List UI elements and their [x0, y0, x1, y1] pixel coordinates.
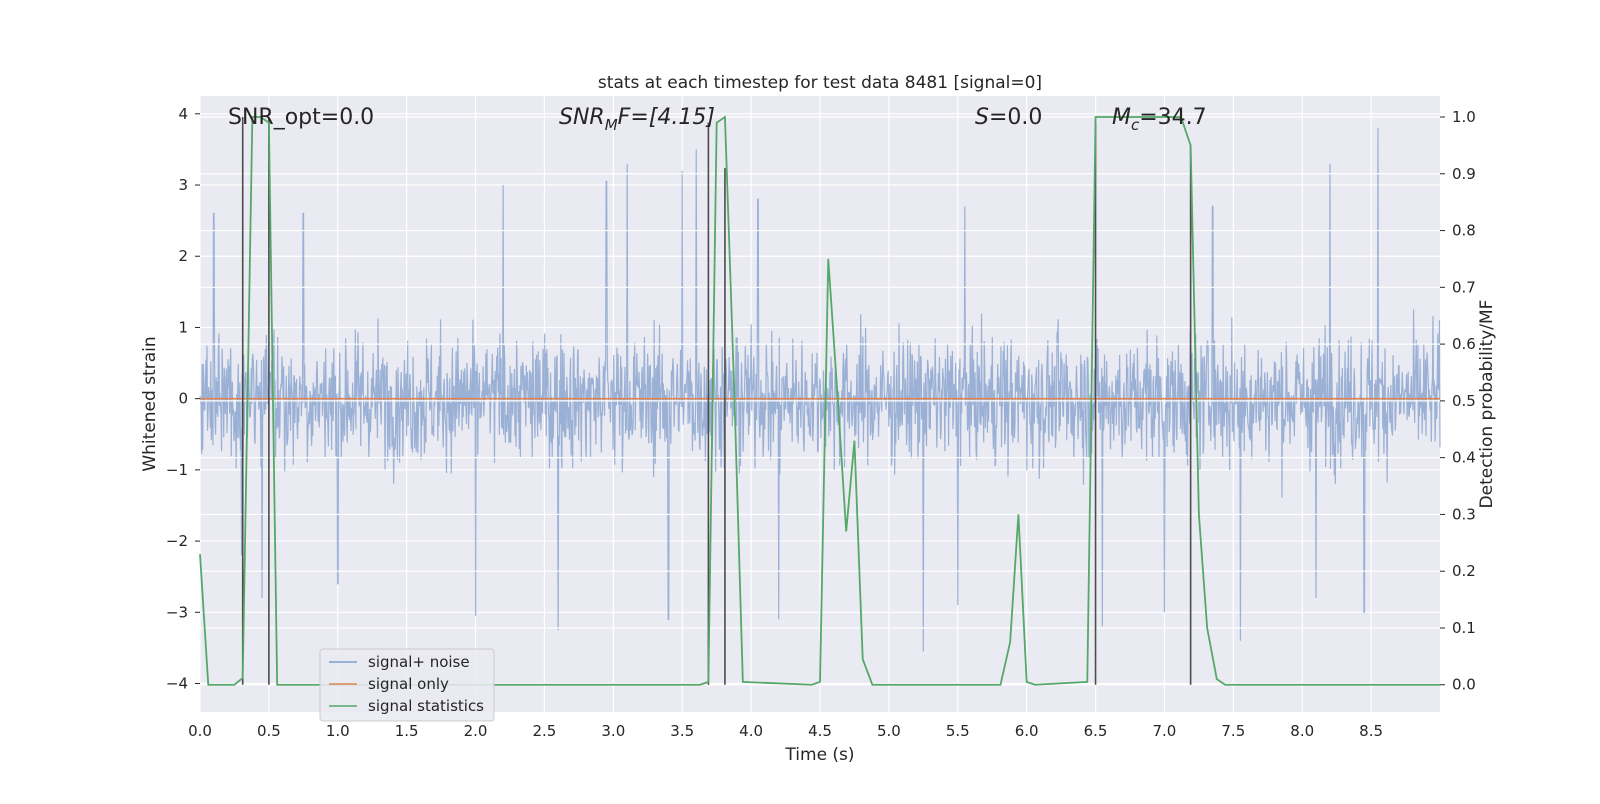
axes-layer: 0.0 0.5 1.0 1.5 2.0 2.5 3.0 3.5 4.0 4.5 5.0 5.5 6.0 6… [166, 105, 1476, 740]
y-tick-label-left: 2 [178, 247, 188, 265]
x-tick-label: 4.0 [739, 722, 763, 740]
y-tick-label-right: 0.5 [1452, 392, 1476, 410]
y-tick-label-right: 0.6 [1452, 335, 1476, 353]
x-tick-label: 4.5 [808, 722, 832, 740]
x-tick-label: 0.5 [257, 722, 281, 740]
x-tick-label: 8.0 [1290, 722, 1314, 740]
y-tick-label-right: 0.2 [1452, 562, 1476, 580]
legend-label-signal-statistics: signal statistics [368, 697, 484, 715]
legend-label-signal-noise: signal+ noise [368, 653, 470, 671]
y-tick-label-right: 0.0 [1452, 676, 1476, 694]
x-tick-label: 2.5 [533, 722, 557, 740]
x-tick-label: 2.0 [464, 722, 488, 740]
x-tick-label: 6.0 [1015, 722, 1039, 740]
y-tick-label-left: 4 [178, 105, 188, 123]
y-tick-label-right: 0.8 [1452, 222, 1476, 240]
x-tick-label: 5.0 [877, 722, 901, 740]
y-tick-label-left: −1 [166, 461, 188, 479]
chart-title: stats at each timestep for test data 848… [598, 73, 1042, 93]
y-tick-label-right: 0.3 [1452, 505, 1476, 523]
signal-noise-series [199, 128, 1441, 652]
y-tick-label-right: 0.9 [1452, 165, 1476, 183]
x-tick-label: 8.5 [1359, 722, 1383, 740]
y-tick-label-right: 1.0 [1452, 108, 1476, 126]
x-tick-label: 3.5 [670, 722, 694, 740]
x-tick-label: 3.0 [601, 722, 625, 740]
y-tick-label-right: 0.1 [1452, 619, 1476, 637]
x-tick-label: 1.5 [395, 722, 419, 740]
x-tick-label: 7.0 [1153, 722, 1177, 740]
y-tick-label-left: 1 [178, 318, 188, 336]
annotation-snr-mf: SNRMF=[4.15] [559, 105, 715, 134]
y-tick-label-left: −3 [166, 603, 188, 621]
x-tick-label: 7.5 [1221, 722, 1245, 740]
y-tick-label-left: 3 [178, 176, 188, 194]
x-tick-label: 1.0 [326, 722, 350, 740]
y-tick-label-left: −2 [166, 532, 188, 550]
x-axis-label: Time (s) [784, 745, 854, 765]
x-tick-label: 0.0 [188, 722, 212, 740]
x-tick-label: 6.5 [1084, 722, 1108, 740]
annotation-mc: Mc=34.7 [1112, 105, 1207, 134]
annotation-s: S=0.0 [975, 105, 1042, 130]
legend-label-signal-only: signal only [368, 675, 449, 693]
legend: signal+ noise signal only signal statist… [319, 648, 495, 722]
signal-noise-line [199, 128, 1441, 652]
y-tick-label-right: 0.4 [1452, 449, 1476, 467]
x-tick-label: 5.5 [946, 722, 970, 740]
y-tick-label-left: 0 [178, 390, 188, 408]
signal-statistics-line [199, 115, 1440, 686]
vertical-marker-lines [241, 117, 1192, 685]
y-tick-label-right: 0.7 [1452, 278, 1476, 296]
y-axis-label-left: Whitened strain [140, 336, 160, 471]
signal-statistics-series [199, 115, 1440, 686]
right-grid-layer [200, 116, 1440, 686]
legend-box [319, 648, 495, 722]
y-tick-label-left: −4 [166, 675, 188, 693]
y-axis-label-right: Detection probability/MF [1477, 300, 1497, 509]
annotation-snr-opt: SNR_opt=0.0 [228, 105, 374, 130]
